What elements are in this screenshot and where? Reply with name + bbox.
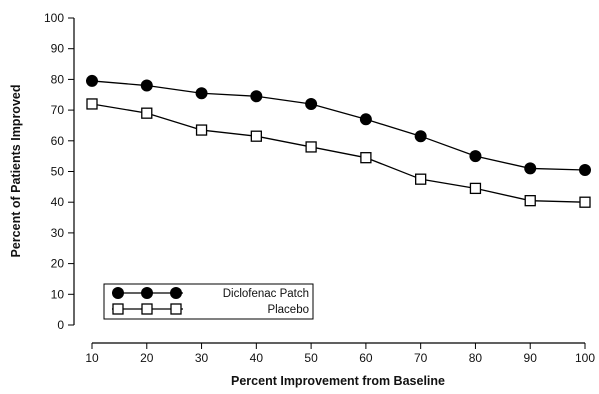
legend-marker-circle	[141, 287, 153, 299]
y-tick-label: 40	[51, 195, 65, 209]
x-tick-label: 50	[304, 351, 318, 365]
series-layer	[86, 74, 591, 208]
data-point-circle	[195, 87, 208, 100]
x-tick-label: 100	[575, 351, 595, 365]
x-tick-label: 90	[524, 351, 538, 365]
y-tick-label: 0	[57, 318, 64, 332]
legend-label: Diclofenac Patch	[223, 288, 309, 300]
x-tick-label: 30	[195, 351, 209, 365]
data-point-circle	[524, 162, 537, 175]
y-tick-label: 60	[51, 134, 65, 148]
data-point-square	[305, 141, 317, 153]
data-point-square	[141, 107, 153, 119]
y-axis-title: Percent of Patients Improved	[9, 85, 23, 258]
data-point-square	[415, 173, 427, 185]
y-axis-ticks: 0 10 20 30 40 50 60 70 80 90 100	[44, 11, 74, 332]
data-point-circle	[579, 163, 591, 176]
x-tick-label: 20	[140, 351, 154, 365]
legend-items: Diclofenac Patch Placebo	[112, 287, 309, 316]
legend-marker-circle	[170, 287, 182, 299]
data-point-square	[86, 98, 98, 110]
series-diclofenac-patch	[86, 74, 591, 176]
data-point-square	[250, 130, 262, 142]
y-tick-label: 80	[51, 72, 65, 86]
y-tick-label: 100	[44, 11, 64, 25]
data-point-square	[360, 152, 372, 164]
series-placebo	[86, 98, 591, 208]
y-tick-label: 10	[51, 287, 65, 301]
y-tick-label: 50	[51, 165, 65, 179]
data-point-circle	[414, 130, 427, 143]
legend-marker-square	[170, 303, 182, 315]
legend-marker-square	[112, 303, 124, 315]
legend-label: Placebo	[267, 304, 309, 316]
y-tick-label: 70	[51, 103, 65, 117]
y-tick-label: 90	[51, 42, 65, 56]
data-point-square	[524, 195, 536, 207]
data-point-circle	[250, 90, 263, 103]
x-axis-ticks: 10 20 30 40 50 60 70 80 90 100	[85, 343, 595, 365]
data-point-square	[195, 124, 208, 136]
series-line	[91, 80, 586, 171]
data-point-circle	[359, 113, 372, 126]
legend-marker-square	[141, 303, 153, 315]
x-tick-label: 40	[250, 351, 264, 365]
y-tick-label: 30	[51, 226, 65, 240]
x-tick-label: 10	[85, 351, 99, 365]
data-point-circle	[140, 79, 153, 92]
legend: Diclofenac Patch Placebo	[103, 283, 314, 320]
series-line	[91, 103, 586, 203]
x-tick-label: 60	[359, 351, 373, 365]
x-tick-label: 80	[469, 351, 483, 365]
data-point-circle	[469, 150, 482, 163]
data-point-square	[469, 182, 482, 195]
y-tick-label: 20	[51, 257, 65, 271]
legend-box	[103, 283, 314, 320]
data-point-square	[579, 196, 591, 208]
x-axis-title: Percent Improvement from Baseline	[231, 374, 445, 388]
data-point-circle	[86, 74, 98, 87]
x-tick-label: 70	[414, 351, 428, 365]
legend-marker-circle	[112, 287, 124, 299]
data-point-circle	[305, 97, 318, 110]
